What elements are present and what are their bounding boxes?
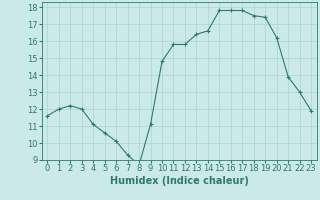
X-axis label: Humidex (Indice chaleur): Humidex (Indice chaleur) (110, 176, 249, 186)
